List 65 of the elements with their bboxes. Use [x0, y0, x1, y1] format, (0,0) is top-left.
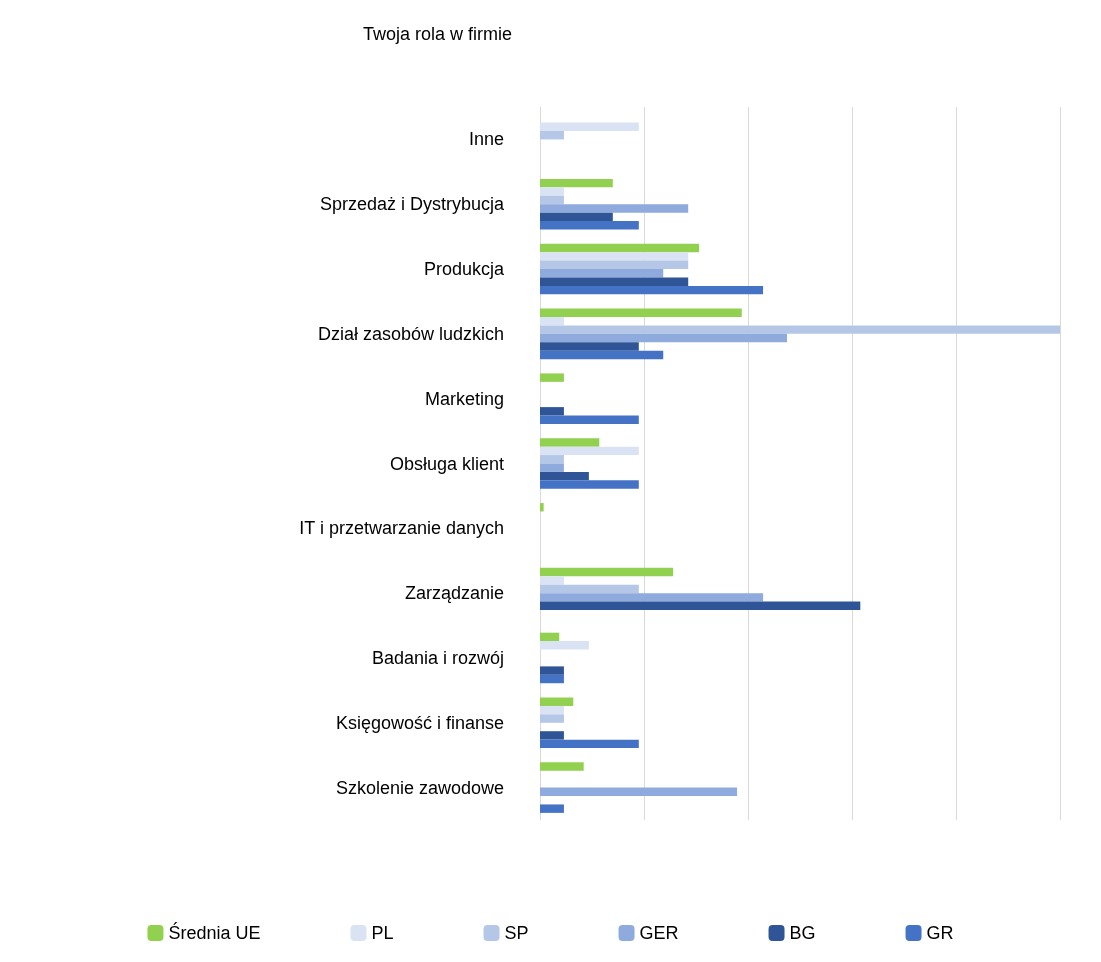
bar — [540, 697, 574, 706]
legend-label: PL — [371, 923, 394, 943]
y-tick-label: Dział zasobów ludzkich — [317, 323, 504, 344]
bar — [540, 269, 664, 278]
y-tick-label: Obsługa klient — [389, 453, 504, 474]
chart-title: Twoja rola w firmie — [363, 24, 513, 44]
bar — [540, 260, 689, 270]
bar — [540, 317, 564, 326]
y-tick-label: Marketing — [424, 388, 504, 409]
y-tick-label: Badania i rozwój — [371, 647, 504, 668]
bar — [540, 446, 639, 456]
bar — [540, 567, 674, 577]
bar — [540, 674, 564, 684]
bar — [540, 252, 689, 261]
bar — [540, 584, 639, 594]
bar — [540, 641, 589, 650]
bar — [540, 463, 564, 472]
bar — [540, 415, 639, 424]
legend-label: SP — [504, 923, 529, 943]
bar — [540, 342, 639, 351]
legend-label: BG — [789, 923, 816, 943]
bar — [540, 666, 564, 675]
y-tick-label: Produkcja — [423, 259, 505, 280]
y-tick-label: Inne — [468, 129, 504, 150]
bar — [540, 739, 639, 749]
bar — [540, 632, 560, 642]
bar — [540, 593, 764, 602]
bar — [540, 455, 564, 464]
y-tick-label: IT i przetwarzanie danych — [299, 518, 504, 539]
bar — [540, 787, 738, 797]
bar — [540, 350, 664, 360]
legend-label: Średnia UE — [168, 922, 261, 943]
bar — [540, 804, 564, 813]
bar — [540, 178, 613, 188]
bar — [540, 243, 700, 253]
bar — [540, 731, 564, 740]
bar — [540, 204, 689, 213]
legend-label: GER — [639, 923, 679, 943]
bar — [540, 122, 639, 131]
bar — [540, 187, 564, 196]
bar — [540, 576, 564, 585]
bar — [540, 705, 564, 715]
bar — [540, 130, 564, 140]
bar — [540, 212, 613, 222]
bar — [540, 601, 861, 610]
bar — [540, 503, 544, 512]
y-tick-label: Zarządzanie — [404, 583, 504, 604]
y-tick-label: Księgowość i finanse — [335, 712, 504, 733]
bar — [540, 277, 689, 286]
bar — [540, 407, 564, 416]
bar — [540, 221, 639, 230]
bar — [540, 308, 742, 318]
y-tick-label: Szkolenie zawodowe — [335, 777, 504, 798]
bar — [540, 325, 1060, 334]
bar — [540, 438, 600, 447]
bar — [540, 195, 564, 205]
legend-label: GR — [926, 923, 954, 943]
bar — [540, 373, 564, 382]
y-tick-label: Sprzedaż i Dystrybucja — [319, 194, 505, 215]
bar — [540, 480, 639, 489]
bar — [540, 333, 787, 343]
bar — [540, 762, 584, 771]
bar — [540, 471, 589, 481]
bar — [540, 285, 764, 295]
bar — [540, 714, 564, 723]
